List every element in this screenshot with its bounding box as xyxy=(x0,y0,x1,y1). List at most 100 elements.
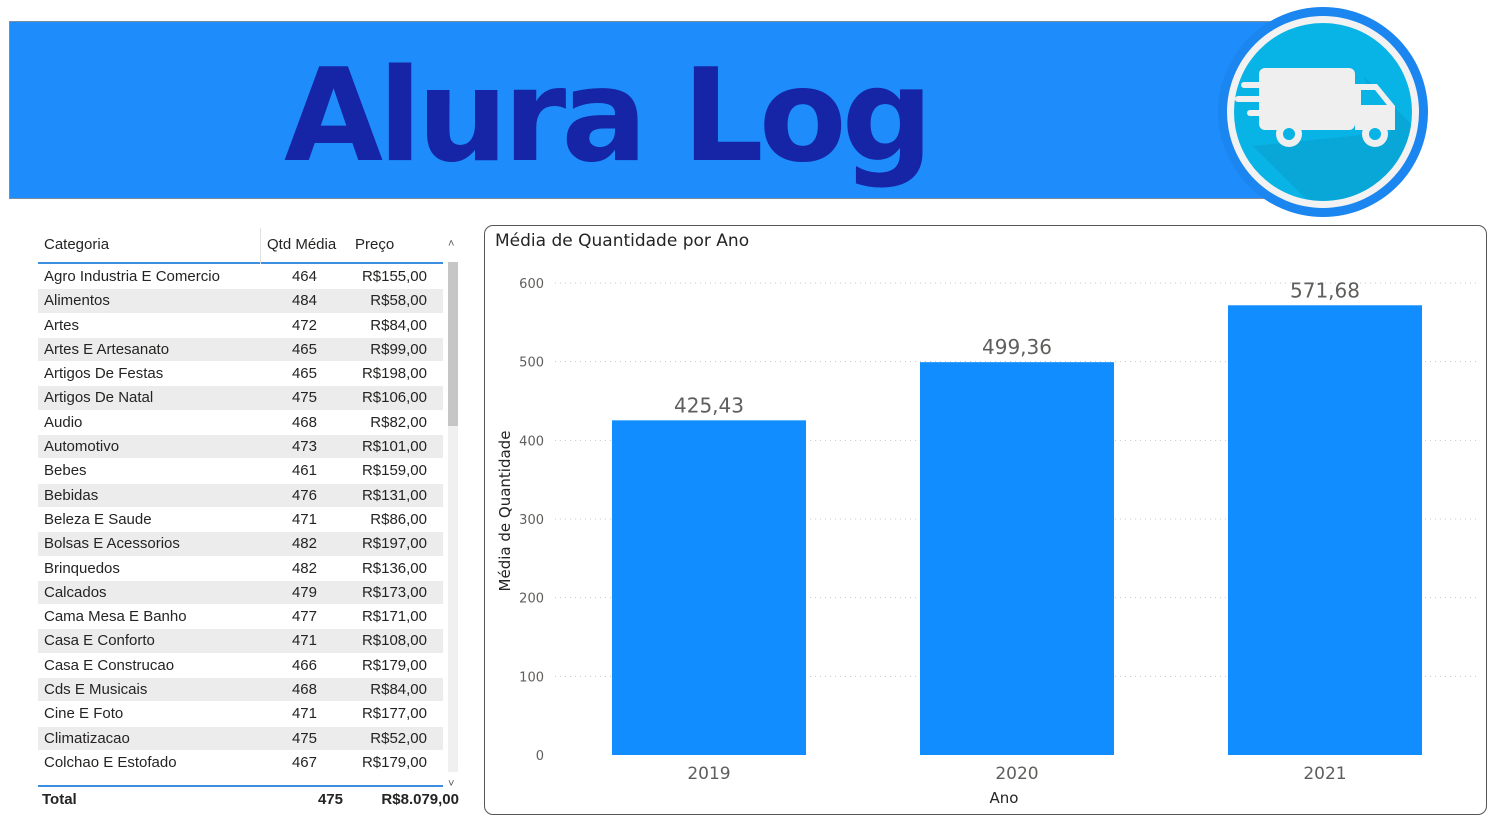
row-categoria: Cama Mesa E Banho xyxy=(44,608,187,626)
column-header-qtd-media[interactable]: Qtd Média xyxy=(267,236,337,253)
table-row[interactable]: Beleza E Saude 471 R$86,00 xyxy=(38,508,443,533)
y-tick-label: 0 xyxy=(536,749,544,764)
table-body: Agro Industria E Comercio 464 R$155,00 Alim… xyxy=(38,265,443,785)
row-categoria: Beleza E Saude xyxy=(44,510,152,528)
row-qtd-media: 475 xyxy=(291,729,317,747)
table-row[interactable]: Cama Mesa E Banho 477 R$171,00 xyxy=(38,605,443,630)
table-row[interactable]: Agro Industria E Comercio 464 R$155,00 xyxy=(38,265,443,290)
row-categoria: Colchao E Estofado xyxy=(44,753,177,771)
bar-2019 xyxy=(611,420,807,755)
row-qtd-media: 468 xyxy=(291,413,317,431)
y-tick-label: 100 xyxy=(519,670,544,685)
row-preco: R$101,00 xyxy=(361,438,427,456)
row-categoria: Casa E Conforto xyxy=(44,632,155,650)
row-qtd-media: 472 xyxy=(291,316,317,334)
row-categoria: Bebidas xyxy=(44,486,99,504)
y-tick-label: 600 xyxy=(519,277,544,292)
row-qtd-media: 464 xyxy=(291,268,317,285)
header-banner: Alura Log xyxy=(9,21,1271,199)
row-qtd-media: 461 xyxy=(291,462,317,480)
row-categoria: Climatizacao xyxy=(44,729,130,747)
total-label: Total xyxy=(42,791,77,808)
data-label: 499,36 xyxy=(982,335,1052,359)
row-qtd-media: 476 xyxy=(291,486,317,504)
table-row[interactable]: Climatizacao 475 R$52,00 xyxy=(38,726,443,751)
y-tick-label: 200 xyxy=(519,592,544,607)
row-qtd-media: 482 xyxy=(291,535,317,553)
category-table: Categoria Qtd Média Preço Agro Industria… xyxy=(38,228,460,813)
scrollbar-track[interactable] xyxy=(448,262,458,772)
row-preco: R$58,00 xyxy=(370,292,427,310)
bar-chart: 0 100 200 300 400 500 600 425,43 2019 499,36 2020 5… xyxy=(496,277,1479,807)
chevron-up-icon[interactable]: ˄ xyxy=(448,238,455,250)
table-row[interactable]: Colchao E Estofado 467 R$179,00 xyxy=(38,751,443,776)
table-header: Categoria Qtd Média Preço xyxy=(38,228,443,264)
table-total-row: Total 475 R$8.079,00 xyxy=(38,785,459,812)
row-qtd-media: 473 xyxy=(291,438,317,456)
x-axis-title: Ano xyxy=(990,789,1019,807)
row-categoria: Casa E Construcao xyxy=(44,656,175,674)
column-header-categoria[interactable]: Categoria xyxy=(44,236,110,253)
row-qtd-media: 484 xyxy=(291,292,317,310)
y-tick-label: 500 xyxy=(519,356,544,371)
row-categoria: Artigos De Natal xyxy=(44,389,154,407)
table-row[interactable]: Bebes 461 R$159,00 xyxy=(38,459,443,484)
row-qtd-media: 465 xyxy=(291,365,317,383)
row-preco: R$179,00 xyxy=(361,656,427,674)
row-preco: R$198,00 xyxy=(361,365,427,383)
table-row[interactable]: Cine E Foto 471 R$177,00 xyxy=(38,702,443,727)
x-tick-label: 2019 xyxy=(687,764,730,784)
table-row[interactable]: Bebidas 476 R$131,00 xyxy=(38,483,443,508)
delivery-truck-icon xyxy=(1213,6,1433,218)
column-header-preco[interactable]: Preço xyxy=(355,236,395,253)
row-qtd-media: 467 xyxy=(291,753,317,771)
row-qtd-media: 471 xyxy=(291,632,317,650)
table-scrollbar[interactable]: ˄ ˅ xyxy=(446,238,460,796)
table-row[interactable]: Automotivo 473 R$101,00 xyxy=(38,435,443,460)
table-row[interactable]: Artigos De Natal 475 R$106,00 xyxy=(38,386,443,411)
x-tick-label: 2021 xyxy=(1303,764,1346,784)
table-row[interactable]: Casa E Construcao 466 R$179,00 xyxy=(38,654,443,679)
row-categoria: Automotivo xyxy=(44,438,120,456)
row-qtd-media: 477 xyxy=(291,608,317,626)
row-qtd-media: 479 xyxy=(291,583,317,601)
y-tick-label: 300 xyxy=(519,513,544,528)
table-row[interactable]: Artes 472 R$84,00 xyxy=(38,314,443,338)
row-categoria: Alimentos xyxy=(44,292,110,310)
x-tick-label: 2020 xyxy=(995,764,1038,784)
table-row[interactable]: Bolsas E Acessorios 482 R$197,00 xyxy=(38,532,443,557)
row-preco: R$136,00 xyxy=(361,559,427,577)
row-categoria: Artigos De Festas xyxy=(44,365,164,383)
column-divider[interactable] xyxy=(260,228,261,264)
scrollbar-thumb[interactable] xyxy=(448,262,458,426)
row-preco: R$177,00 xyxy=(361,705,427,723)
row-preco: R$99,00 xyxy=(370,340,427,358)
row-categoria: Artes xyxy=(44,316,80,334)
row-preco: R$197,00 xyxy=(361,535,427,553)
row-categoria: Agro Industria E Comercio xyxy=(44,268,220,285)
row-categoria: Brinquedos xyxy=(44,559,120,577)
row-preco: R$108,00 xyxy=(361,632,427,650)
y-axis-title: Média de Quantidade xyxy=(496,431,514,592)
row-preco: R$106,00 xyxy=(361,389,427,407)
table-row[interactable]: Calcados 479 R$173,00 xyxy=(38,580,443,606)
row-qtd-media: 465 xyxy=(291,340,317,358)
row-qtd-media: 471 xyxy=(291,510,317,528)
row-preco: R$131,00 xyxy=(361,486,427,504)
chevron-down-icon[interactable]: ˅ xyxy=(448,778,455,790)
total-preco: R$8.079,00 xyxy=(381,791,459,808)
row-preco: R$155,00 xyxy=(361,268,427,285)
table-row[interactable]: Artes E Artesanato 465 R$99,00 xyxy=(38,337,443,363)
row-preco: R$84,00 xyxy=(370,316,427,334)
chart-panel: Média de Quantidade por Ano 0 100 200 300 40… xyxy=(484,225,1487,815)
table-row[interactable]: Artigos De Festas 465 R$198,00 xyxy=(38,362,443,387)
table-row[interactable]: Alimentos 484 R$58,00 xyxy=(38,289,443,314)
bar-2021 xyxy=(1227,305,1423,755)
table-row[interactable]: Casa E Conforto 471 R$108,00 xyxy=(38,629,443,654)
table-row[interactable]: Brinquedos 482 R$136,00 xyxy=(38,557,443,581)
row-preco: R$171,00 xyxy=(361,608,427,626)
table-row[interactable]: Cds E Musicais 468 R$84,00 xyxy=(38,678,443,703)
table-row[interactable]: Audio 468 R$82,00 xyxy=(38,411,443,436)
row-preco: R$86,00 xyxy=(370,510,427,528)
bar-2020 xyxy=(919,362,1115,755)
